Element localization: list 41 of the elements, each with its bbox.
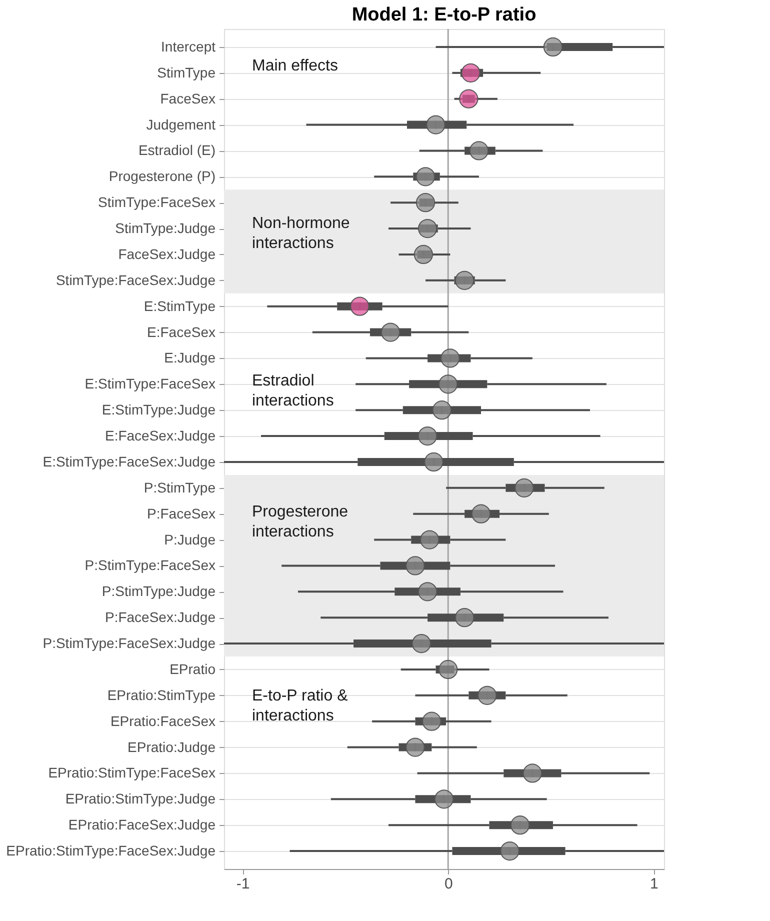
x-tick-label: 1	[650, 876, 658, 892]
y-tick-label: FaceSex	[160, 90, 216, 106]
y-tick-label: EPratio	[170, 660, 216, 677]
y-tick-label: P:FaceSex:Judge	[104, 609, 216, 626]
y-tick-label: StimType:Judge	[115, 220, 216, 236]
y-tick-label: EPratio:StimType	[107, 686, 216, 703]
y-tick-label: P:StimType:Judge	[102, 583, 216, 600]
y-tick-label: StimType	[157, 64, 216, 80]
x-tick-label: -1	[236, 876, 250, 892]
y-tick-label: EPratio:Judge	[128, 738, 216, 755]
y-tick-label: P:StimType:FaceSex	[84, 557, 216, 574]
y-tick-label: Estradiol (E)	[138, 142, 216, 158]
chart-title: Model 1: E-to-P ratio	[352, 4, 536, 26]
y-tick-label: EPratio:StimType:FaceSex:Judge	[6, 842, 216, 859]
annotation: Main effects	[252, 57, 338, 74]
y-tick-label: StimType:FaceSex	[98, 194, 216, 210]
y-tick-label: E:Judge	[164, 350, 216, 366]
annotation: Non-hormone interactions	[252, 214, 350, 252]
y-tick-label: EPratio:FaceSex:Judge	[68, 816, 216, 833]
y-tick-label: E:StimType	[144, 298, 216, 314]
y-tick-label: EPratio:FaceSex	[110, 712, 216, 729]
y-tick-label: FaceSex:Judge	[118, 246, 216, 262]
y-tick-label: Intercept	[161, 38, 216, 54]
y-tick-label: EPratio:StimType:FaceSex	[48, 764, 216, 781]
y-tick-label: E:StimType:Judge	[102, 402, 216, 418]
y-tick-label: E:StimType:FaceSex:Judge	[42, 453, 216, 470]
y-tick-label: P:StimType	[144, 479, 216, 496]
annotation: Estradiol interactions	[252, 372, 334, 410]
y-tick-label: StimType:FaceSex:Judge	[56, 272, 216, 288]
y-tick-label: Judgement	[146, 116, 216, 132]
y-tick-label: P:Judge	[164, 531, 216, 548]
x-tick-label: 0	[444, 876, 453, 892]
y-tick-label: E:FaceSex:Judge	[104, 428, 216, 444]
y-tick-label: E:StimType:FaceSex	[84, 376, 216, 392]
annotation: Progesterone interactions	[252, 504, 348, 540]
y-tick-label: P:FaceSex	[147, 505, 216, 522]
y-tick-label: EPratio:StimType:Judge	[65, 790, 216, 807]
y-tick-label: E:FaceSex	[147, 324, 216, 340]
y-tick-label: P:StimType:FaceSex:Judge	[42, 635, 216, 652]
annotation: E-to-P ratio & interactions	[252, 687, 348, 724]
y-tick-label: Progesterone (P)	[108, 168, 216, 184]
